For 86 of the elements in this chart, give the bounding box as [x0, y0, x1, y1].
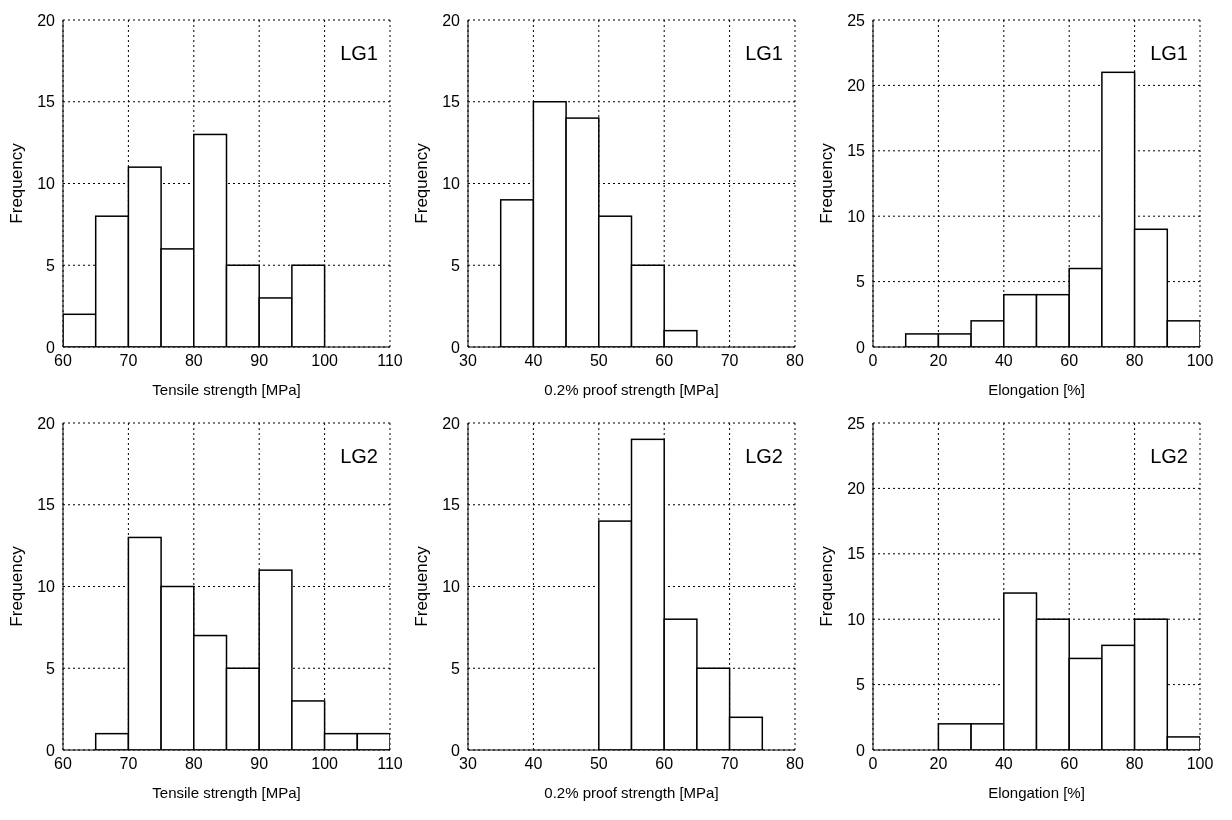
y-tick-label: 25 [847, 414, 866, 432]
y-tick-label: 0 [856, 741, 866, 759]
x-tick-label: 80 [184, 352, 203, 370]
y-axis-title: Frequency [7, 142, 27, 224]
x-tick-label: 40 [524, 352, 543, 370]
x-tick-label: 110 [377, 755, 403, 773]
x-tick-label: 60 [54, 755, 72, 773]
y-tick-label: 10 [37, 175, 56, 193]
annotation: LG1 [340, 42, 378, 65]
x-tick-label: 60 [1060, 352, 1079, 370]
y-tick-label: 15 [847, 142, 866, 160]
y-tick-label: 15 [37, 93, 56, 111]
annotation: LG1 [1150, 42, 1188, 65]
y-axis-title: Frequency [412, 545, 432, 627]
x-axis-title: Tensile strength [MPa] [152, 381, 301, 398]
x-tick-label: 40 [994, 352, 1013, 370]
y-tick-label: 0 [856, 338, 866, 356]
y-tick-label: 20 [442, 414, 461, 432]
annotation: LG1 [745, 42, 783, 65]
y-tick-label: 10 [37, 578, 56, 596]
annotation: LG2 [745, 445, 783, 468]
x-tick-label: 20 [929, 755, 948, 773]
y-tick-label: 5 [451, 659, 461, 677]
x-tick-label: 80 [1125, 352, 1144, 370]
x-tick-label: 60 [655, 352, 674, 370]
x-tick-label: 60 [1060, 755, 1079, 773]
y-tick-label: 0 [46, 338, 56, 356]
y-tick-label: 0 [46, 741, 56, 759]
y-tick-label: 5 [46, 659, 56, 677]
y-axis-title: Frequency [817, 142, 837, 224]
x-tick-label: 100 [311, 352, 339, 370]
x-tick-label: 80 [786, 352, 804, 370]
x-axis-title: 0.2% proof strength [MPa] [544, 784, 719, 801]
x-tick-label: 70 [119, 755, 138, 773]
y-tick-label: 20 [442, 11, 461, 29]
y-tick-label: 10 [847, 610, 866, 628]
y-tick-label: 0 [451, 338, 461, 356]
y-axis-title: Frequency [7, 545, 27, 627]
y-tick-label: 15 [442, 496, 461, 514]
x-tick-label: 100 [1186, 352, 1214, 370]
x-tick-label: 60 [655, 755, 674, 773]
y-tick-label: 15 [847, 545, 866, 563]
y-tick-label: 0 [451, 741, 461, 759]
y-axis-title: Frequency [817, 545, 837, 627]
y-tick-label: 10 [847, 207, 866, 225]
x-axis-title: Elongation [%] [988, 784, 1085, 801]
x-axis-title: 0.2% proof strength [MPa] [544, 381, 719, 398]
x-tick-label: 80 [786, 755, 804, 773]
x-tick-label: 80 [184, 755, 203, 773]
x-tick-label: 100 [1186, 755, 1214, 773]
x-tick-label: 40 [994, 755, 1013, 773]
x-tick-label: 30 [459, 755, 477, 773]
y-tick-label: 20 [37, 11, 56, 29]
x-tick-label: 50 [589, 755, 608, 773]
y-tick-label: 10 [442, 578, 461, 596]
x-tick-label: 70 [720, 755, 739, 773]
x-tick-label: 90 [250, 755, 269, 773]
x-tick-label: 0 [868, 755, 878, 773]
x-tick-label: 110 [377, 352, 403, 370]
x-tick-label: 70 [720, 352, 739, 370]
annotation: LG2 [1150, 445, 1188, 468]
y-tick-label: 20 [37, 414, 56, 432]
x-axis-title: Elongation [%] [988, 381, 1085, 398]
y-axis-title: Frequency [412, 142, 432, 224]
x-tick-label: 0 [868, 352, 878, 370]
x-tick-label: 40 [524, 755, 543, 773]
x-tick-label: 80 [1125, 755, 1144, 773]
x-tick-label: 50 [589, 352, 608, 370]
annotation: LG2 [340, 445, 378, 468]
x-tick-label: 30 [459, 352, 477, 370]
y-tick-label: 5 [856, 676, 866, 694]
y-tick-label: 5 [856, 273, 866, 291]
y-tick-label: 5 [451, 256, 461, 274]
x-tick-label: 100 [311, 755, 339, 773]
y-tick-label: 10 [442, 175, 461, 193]
x-tick-label: 60 [54, 352, 72, 370]
x-axis-title: Tensile strength [MPa] [152, 784, 301, 801]
x-tick-label: 70 [119, 352, 138, 370]
y-tick-label: 20 [847, 77, 866, 95]
y-tick-label: 20 [847, 480, 866, 498]
y-tick-label: 15 [37, 496, 56, 514]
y-tick-label: 15 [442, 93, 461, 111]
x-tick-label: 20 [929, 352, 948, 370]
x-tick-label: 90 [250, 352, 269, 370]
y-tick-label: 5 [46, 256, 56, 274]
y-tick-label: 25 [847, 11, 866, 29]
